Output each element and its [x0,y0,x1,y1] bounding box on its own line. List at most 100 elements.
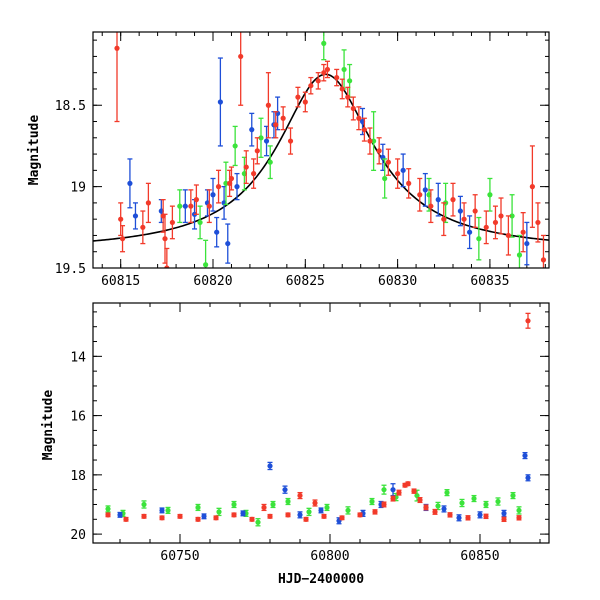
data-point-red [483,210,489,245]
x-tick-label: 60850 [460,549,499,564]
marker [414,492,420,499]
marker [357,512,363,518]
marker [164,265,170,268]
data-point-green [285,497,291,506]
marker [165,507,171,514]
series-green [177,32,523,268]
data-point-green [487,177,493,212]
data-point-red [312,499,318,507]
data-point-blue [282,485,288,494]
marker [406,180,412,186]
marker [492,219,499,226]
y-tick-label: 19.5 [55,262,86,277]
data-point-red [385,148,391,176]
data-point-blue [127,158,133,209]
marker [193,197,199,203]
data-point-red [315,72,321,90]
marker [432,509,438,515]
data-point-red [321,63,327,82]
marker [456,515,462,521]
data-point-red [308,76,314,95]
marker [263,138,270,144]
data-point-green [223,161,229,206]
marker [516,515,522,521]
data-point-blue [400,153,406,188]
marker [444,490,450,496]
marker [280,115,286,121]
data-point-green [345,506,351,515]
data-point-blue [240,510,246,517]
marker [459,500,465,506]
marker [501,510,507,516]
data-point-red [361,117,367,142]
marker [411,488,417,494]
data-point-green [510,491,516,500]
marker [400,167,406,173]
minor-ticks [93,303,549,543]
x-tick-label: 60830 [378,274,417,289]
data-point-red [249,516,255,522]
data-point-blue [297,511,303,519]
data-point-green [371,111,377,171]
y-axis-label: Magnitude [27,115,42,186]
x-tick-label: 60820 [193,274,232,289]
data-point-red [251,158,257,189]
marker [105,512,111,518]
marker [447,512,453,518]
marker [114,45,120,51]
data-point-red [492,205,499,240]
marker [267,463,273,469]
y-axis-label: Magnitude [41,390,56,461]
data-point-red [285,512,291,518]
marker [350,105,356,112]
data-point-green [483,500,489,509]
data-point-red [405,481,411,487]
data-point-blue [422,172,428,207]
data-point-green [203,239,209,268]
data-point-red [339,515,345,521]
marker [371,138,377,144]
marker [476,236,482,242]
marker [182,203,188,209]
data-point-green [197,205,203,240]
series-blue [127,57,530,266]
data-point-green [141,500,147,509]
marker [525,318,531,324]
marker [461,216,467,222]
data-point-blue [435,182,441,217]
plot-frame [92,302,550,544]
data-point-green [369,497,375,506]
marker [495,498,501,505]
data-point-blue [390,483,396,497]
data-point-red [140,210,146,245]
marker [267,159,273,165]
data-point-red [238,32,244,106]
data-point-green [516,234,523,268]
data-point-red [145,182,151,224]
marker [428,203,434,209]
data-point-blue [217,57,223,147]
marker [195,504,201,511]
marker [369,498,375,505]
data-point-red [516,515,522,521]
marker [285,512,291,518]
data-point-blue [477,511,483,519]
marker [361,127,367,133]
marker [381,501,387,508]
marker [520,229,526,235]
marker [372,509,378,515]
marker [303,516,309,522]
marker [197,219,203,226]
marker [188,203,194,209]
data-point-red [356,106,362,131]
marker [477,512,483,518]
data-point-red [334,68,340,87]
marker [203,262,209,268]
marker [127,180,133,186]
marker [396,490,402,496]
data-point-green [105,505,111,513]
marker [535,219,541,226]
marker [159,515,165,521]
marker [505,232,511,239]
marker [308,83,314,89]
